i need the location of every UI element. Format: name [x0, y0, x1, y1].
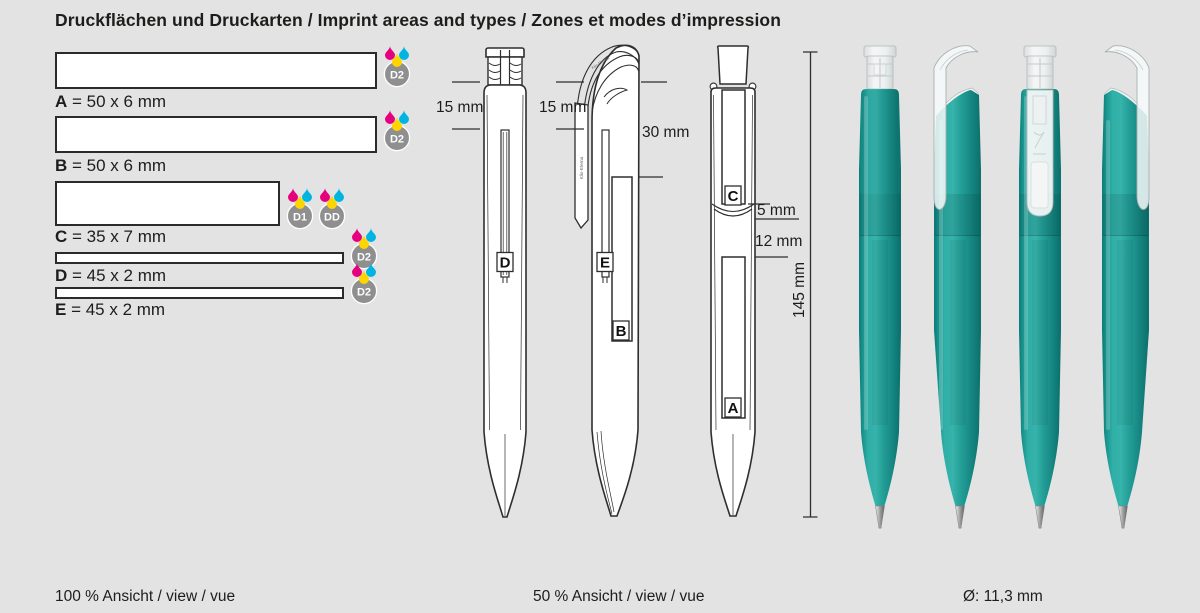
product-renders: [859, 45, 1150, 529]
imprint-area-c-rect: [55, 181, 280, 226]
svg-text:30 mm: 30 mm: [642, 124, 689, 141]
imprint-area-e-rect: [55, 287, 344, 299]
dimension-12mm: 12 mm: [755, 233, 802, 258]
svg-text:D1: D1: [293, 212, 307, 224]
area-letter: C: [55, 227, 68, 246]
svg-text:A: A: [728, 400, 739, 417]
page-title: Druckflächen und Druckarten / Imprint ar…: [55, 10, 781, 30]
area-letter: A: [55, 92, 68, 111]
svg-text:D2: D2: [357, 287, 371, 299]
caption-diameter: Ø: 11,3 mm: [963, 588, 1043, 605]
svg-text:D2: D2: [390, 134, 404, 146]
svg-text:B: B: [616, 323, 627, 340]
svg-text:15 mm: 15 mm: [539, 99, 586, 116]
area-size: = 45 x 2 mm: [71, 300, 166, 319]
svg-text:D: D: [500, 255, 511, 272]
technical-drawing: D 15 mm Klio-Eterna Klio-Eterna E B: [436, 44, 818, 518]
area-size: = 50 x 6 mm: [72, 92, 167, 111]
print-type-d2-icon: D2: [350, 228, 378, 270]
imprint-area-d-rect: [55, 252, 344, 264]
svg-text:12 mm: 12 mm: [755, 233, 802, 250]
imprint-area-a-label: A = 50 x 6 mm: [55, 92, 166, 112]
print-type-dd-icon: DD: [318, 188, 346, 230]
pen-render-side-right: [1102, 45, 1150, 529]
area-letter: B: [55, 156, 68, 175]
svg-text:C: C: [728, 188, 739, 205]
area-size: = 45 x 2 mm: [72, 266, 167, 285]
pen-back-view-drawing: C A 5 mm 12 mm: [709, 45, 802, 517]
svg-text:15 mm: 15 mm: [436, 99, 483, 116]
area-size: = 35 x 7 mm: [72, 227, 167, 246]
imprint-area-e-label: E = 45 x 2 mm: [55, 300, 165, 320]
dimension-15mm-front: 15 mm: [436, 81, 483, 130]
svg-text:145 mm: 145 mm: [791, 262, 808, 318]
dimension-145mm: 145 mm: [791, 51, 818, 518]
print-type-d2-icon: D2: [383, 46, 411, 88]
dimension-15mm-side: 15 mm: [539, 81, 586, 130]
pen-front-view-drawing: D 15 mm: [436, 47, 527, 518]
imprint-area-b-rect: [55, 116, 377, 153]
pen-render-front: [859, 45, 901, 529]
print-type-d1-icon: D1: [286, 188, 314, 230]
pen-render-side-left: [933, 45, 981, 529]
dimension-5mm: 5 mm: [748, 202, 799, 220]
clip-brand-text: Klio-Eterna: [579, 156, 584, 179]
svg-text:D2: D2: [390, 70, 404, 82]
print-type-d2-icon: D2: [350, 263, 378, 305]
svg-text:5 mm: 5 mm: [757, 202, 796, 219]
imprint-area-c-label: C = 35 x 7 mm: [55, 227, 166, 247]
pen-render-back: [1019, 45, 1061, 529]
area-letter: D: [55, 266, 68, 285]
svg-text:D2: D2: [357, 252, 371, 264]
area-size: = 50 x 6 mm: [72, 156, 167, 175]
pen-side-view-drawing: Klio-Eterna Klio-Eterna E B 15 mm 30 mm: [539, 44, 689, 517]
area-letter: E: [55, 300, 67, 319]
imprint-area-a-rect: [55, 52, 377, 89]
imprint-area-b-label: B = 50 x 6 mm: [55, 156, 166, 176]
dimension-30mm: 30 mm: [638, 81, 689, 178]
print-type-d2-icon: D2: [383, 110, 411, 152]
caption-100-percent-view: 100 % Ansicht / view / vue: [55, 588, 236, 605]
svg-text:E: E: [600, 255, 610, 272]
svg-text:DD: DD: [324, 212, 340, 224]
imprint-area-d-label: D = 45 x 2 mm: [55, 266, 166, 286]
caption-50-percent-view: 50 % Ansicht / view / vue: [533, 588, 705, 605]
